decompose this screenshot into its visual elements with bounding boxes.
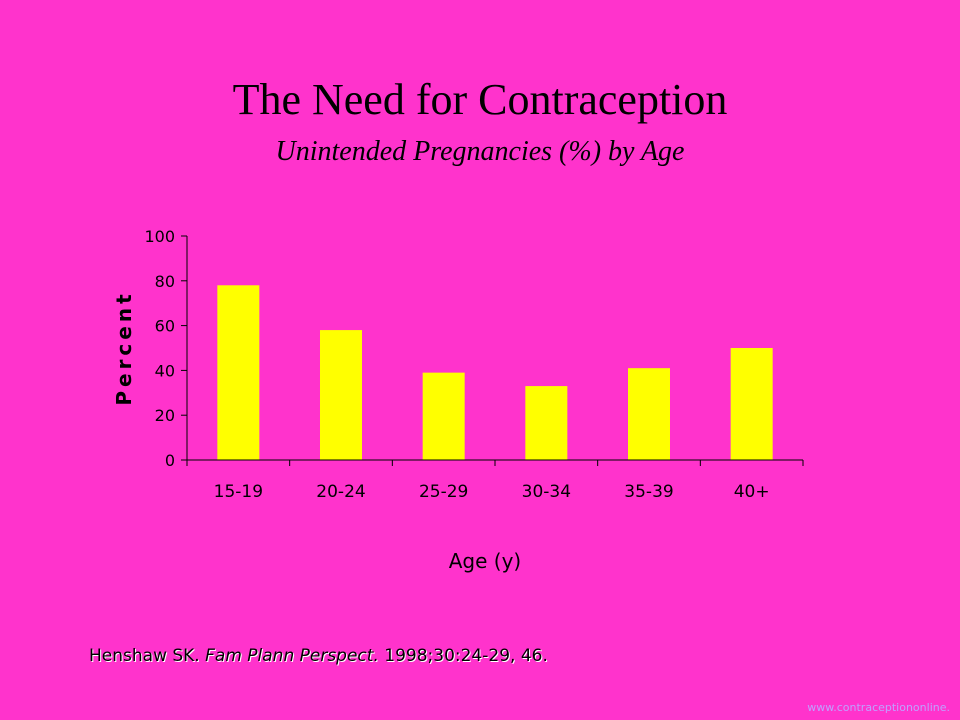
x-tick-label-15-19: 15-19 [214, 482, 263, 502]
citation-details: 1998;30:24-29, 46. [384, 646, 548, 666]
y-tick-label-80: 80 [155, 272, 175, 291]
bar-15-19 [217, 285, 260, 460]
x-tick-label-40+: 40+ [734, 482, 770, 502]
y-tick-label-20: 20 [155, 406, 175, 425]
watermark-url: www.contraceptiononline. [807, 701, 950, 714]
bar-25-29 [422, 372, 465, 460]
x-tick-label-35-39: 35-39 [624, 482, 673, 502]
slide-subtitle: Unintended Pregnancies (%) by Age [275, 136, 685, 167]
x-axis-label: Age (y) [448, 549, 522, 573]
slide-title: The Need for Contraception [232, 75, 728, 124]
bar-20-24 [320, 330, 362, 460]
y-axis-label: Percent [112, 290, 136, 405]
x-tick-label-20-24: 20-24 [316, 482, 365, 502]
bar-35-39 [628, 368, 670, 460]
y-tick-label-40: 40 [155, 361, 175, 380]
y-tick-label-100: 100 [144, 227, 175, 246]
citation-author: Henshaw SK. [89, 646, 200, 666]
citation-journal: Fam Plann Perspect. [205, 646, 379, 666]
x-tick-label-30-34: 30-34 [522, 482, 571, 502]
y-tick-label-0: 0 [165, 451, 175, 470]
bar-40+ [730, 348, 773, 460]
bar-30-34 [525, 386, 568, 460]
y-tick-label-60: 60 [155, 317, 175, 336]
x-tick-label-25-29: 25-29 [419, 482, 468, 502]
citation: Henshaw SK. Fam Plann Perspect. 1998;30:… [89, 648, 548, 665]
